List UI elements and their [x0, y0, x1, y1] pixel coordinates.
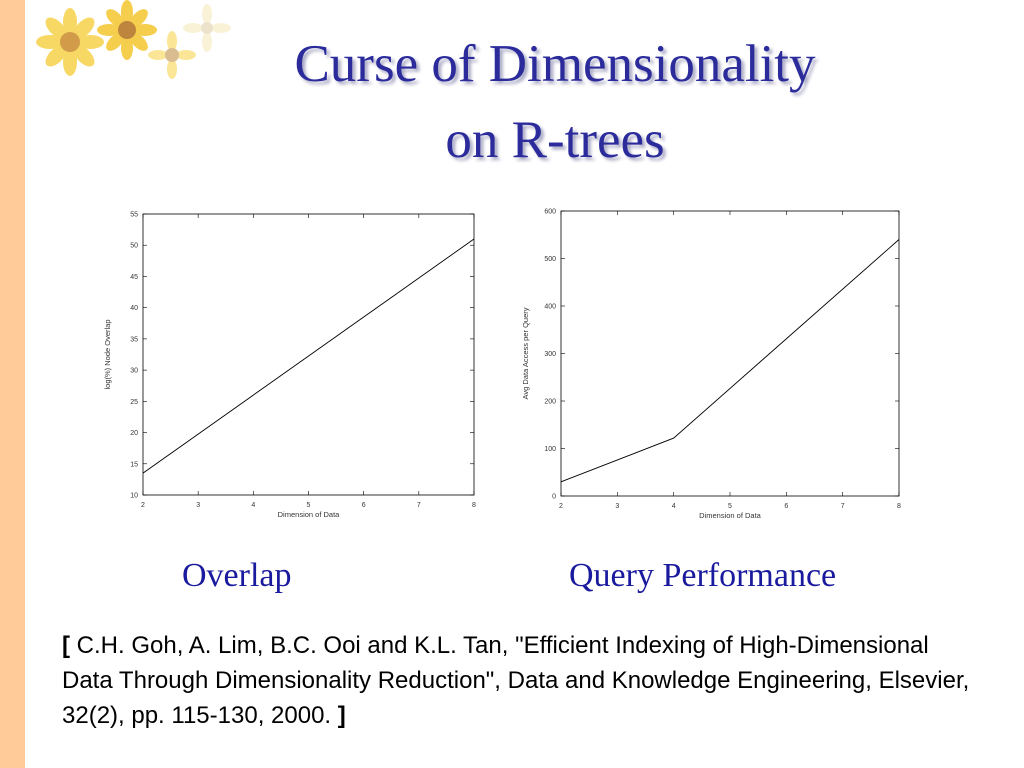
query-y-axis-label: Avg Data Access per Query: [521, 307, 530, 399]
overlap-y-tick-label: 55: [130, 212, 138, 219]
overlap-x-tick-label: 4: [251, 502, 255, 509]
overlap-series-line: [142, 238, 475, 474]
overlap-x-tick-label: 6: [362, 502, 366, 509]
query-x-tick-label: 8: [897, 503, 901, 510]
overlap-y-tick-label: 35: [130, 336, 138, 343]
query-y-tick-label: 0: [552, 494, 556, 501]
overlap-y-tick-label: 50: [130, 243, 138, 250]
overlap-plot-frame: [142, 213, 475, 496]
query-x-tick-label: 5: [728, 503, 732, 510]
query-y-tick-label: 500: [544, 256, 556, 263]
overlap-y-tick-label: 10: [130, 493, 138, 500]
query-y-tick-label: 300: [544, 351, 556, 358]
overlap-x-tick-label: 5: [307, 502, 311, 509]
overlap-x-tick-label: 7: [417, 502, 421, 509]
overlap-y-tick-label: 20: [130, 430, 138, 437]
citation: [ C.H. Goh, A. Lim, B.C. Ooi and K.L. Ta…: [62, 628, 982, 733]
query-x-tick-label: 2: [559, 503, 563, 510]
query-x-tick-label: 6: [784, 503, 788, 510]
sunflower-icon: [183, 4, 231, 52]
overlap-caption: Overlap: [182, 557, 292, 594]
query-y-tick-label: 100: [544, 446, 556, 453]
query-x-axis-label: Dimension of Data: [699, 511, 762, 520]
citation-open-bracket: [: [62, 632, 70, 659]
query-plot-frame: [560, 210, 900, 497]
sunflower-decoration: [36, 0, 231, 79]
overlap-x-tick-label: 3: [196, 502, 200, 509]
query-y-tick-label: 600: [544, 209, 556, 216]
query-y-tick-label: 400: [544, 304, 556, 311]
overlap-y-tick-label: 45: [130, 274, 138, 281]
sunflower-icon: [97, 0, 157, 60]
overlap-y-axis-label: log(%) Node Overlap: [103, 319, 112, 389]
overlap-y-tick-label: 30: [130, 368, 138, 375]
slide-title-line-1: Curse of Dimensionality: [294, 35, 816, 93]
overlap-y-tick-label: 25: [130, 399, 138, 406]
query-performance-chart: 2 3 4 5 6 7 8 0 100 200 300 400 500 600 Dimension of D…: [521, 209, 901, 521]
slide-sidebar: [0, 0, 25, 768]
overlap-x-tick-label: 8: [472, 502, 476, 509]
query-x-tick-label: 7: [841, 503, 845, 510]
query-x-tick-label: 4: [672, 503, 676, 510]
sunflower-icon: [148, 31, 196, 79]
sunflower-icon: [36, 8, 104, 76]
overlap-y-tick-label: 40: [130, 305, 138, 312]
overlap-y-tick-label: 15: [130, 461, 138, 468]
query-y-tick-label: 200: [544, 399, 556, 406]
overlap-x-axis-label: Dimension of Data: [278, 510, 341, 519]
slide-title-line-2: on R-trees: [445, 111, 665, 169]
overlap-x-tick-label: 2: [141, 502, 145, 509]
citation-close-bracket: ]: [337, 702, 346, 729]
citation-text: C.H. Goh, A. Lim, B.C. Ooi and K.L. Tan,…: [62, 632, 970, 729]
query-x-tick-label: 3: [615, 503, 619, 510]
query-performance-caption: Query Performance: [569, 557, 837, 594]
query-series-line: [560, 239, 900, 483]
